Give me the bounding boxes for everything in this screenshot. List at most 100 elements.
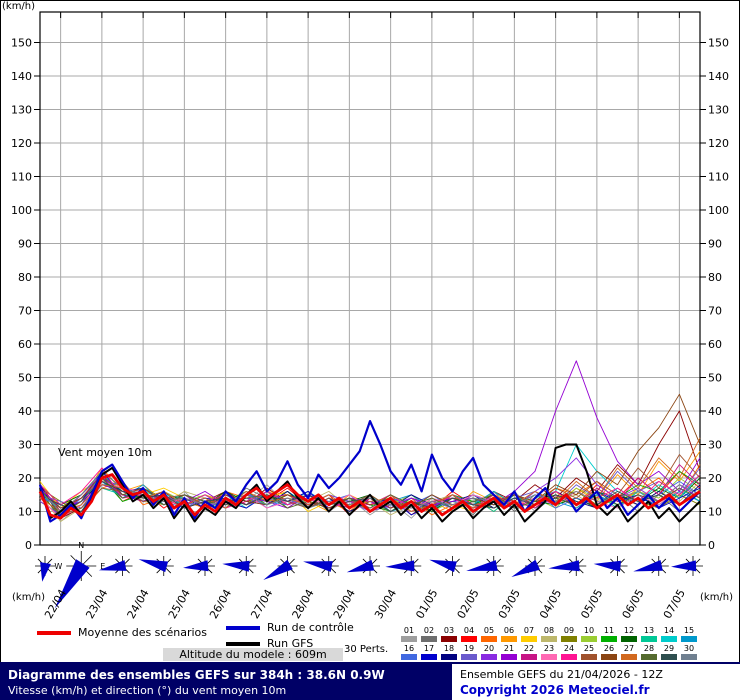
wind-arrow-icon [138,559,169,573]
member-color-swatch [421,636,437,642]
wind-symbol [385,556,422,576]
mean-line-swatch [37,631,71,635]
y-tick-label-left: 70 [18,305,32,318]
x-axis-date-label: 30/04 [372,587,399,621]
member-number-label: 26 [603,644,615,653]
y-tick-label-left: 20 [18,472,32,485]
member-number-label: 27 [623,644,635,653]
y-tick-label-right: 50 [708,372,722,385]
wind-symbol [263,556,298,580]
wind-arrow-icon [183,560,209,572]
y-tick-label-right: 60 [708,338,722,351]
member-color-swatch [481,636,497,642]
y-tick-label-left: 100 [11,204,32,217]
member-number-label: 20 [483,644,495,653]
member-number-label: 16 [403,644,415,653]
wind-symbol [548,556,587,576]
member-number-label: 22 [523,644,535,653]
copyright-link[interactable]: Copyright 2026 Meteociel.fr [460,683,650,697]
wind-symbol [98,556,133,576]
y-tick-label-right: 30 [708,439,722,452]
member-color-swatch [641,636,657,642]
member-color-swatch [441,654,457,660]
member-number-label: 09 [563,626,575,635]
member-color-swatch [461,654,477,660]
wind-symbol [183,556,215,576]
wind-arrow-icon [303,561,333,572]
legend-control-label: Run de contrôle [267,621,354,634]
member-number-label: 13 [643,626,655,635]
x-axis-date-label: 05/05 [578,587,605,621]
y-tick-label-right: 0 [708,539,715,552]
member-number-label: 02 [423,626,435,635]
y-tick-label-left: 80 [18,271,32,284]
member-number-label: 12 [623,626,635,635]
y-axis: 0 0 10 10 20 20 30 30 40 40 50 50 60 60 70 70 80 80 90 90 10… [11,12,729,552]
member-legend-item: 12 [619,626,639,644]
footer: Diagramme des ensembles GEFS sur 384h : … [0,662,740,700]
legend-control: Run de contrôle [226,621,354,634]
wind-arrow-icon [633,560,663,572]
control-line-swatch [226,626,260,630]
member-legend-item: 28 [639,644,659,662]
mean-line [38,473,701,520]
member-color-swatch [401,636,417,642]
member-legend-item: 16 [399,644,419,662]
gfs-line-swatch [226,642,260,646]
wind-arrow-icon [346,559,375,573]
member-color-swatch [561,636,577,642]
footer-info-box: Ensemble GEFS du 21/04/2026 - 12Z Copyri… [450,664,740,700]
member-color-swatch [481,654,497,660]
compass-n-label: N [78,541,84,550]
wind-symbol [222,556,257,576]
member-number-label: 08 [543,626,555,635]
perts-count-label: 30 Perts. [344,644,389,655]
y-tick-label-right: 40 [708,405,722,418]
member-legend-item: 23 [539,644,559,662]
x-axis-date-label: 24/04 [125,587,152,621]
member-color-swatch [581,636,597,642]
member-color-swatch [681,654,697,660]
wind-arrow-icon [466,560,498,571]
member-legend-item: 20 [479,644,499,662]
member-color-swatch [681,636,697,642]
gridlines [40,12,700,545]
member-number-label: 23 [543,644,555,653]
member-legend-item: 14 [659,626,679,644]
member-legend-item: 29 [659,644,679,662]
member-color-swatch [541,636,557,642]
member-color-swatch [501,636,517,642]
y-tick-label-left: 120 [11,137,32,150]
member-color-swatch [501,654,517,660]
y-tick-label-right: 90 [708,238,722,251]
y-tick-label-left: 130 [11,104,32,117]
x-axis-date-label: 07/05 [661,587,688,621]
y-tick-label-left: 60 [18,338,32,351]
wind-symbol [429,556,463,576]
x-axis-date-label: 26/04 [207,587,234,621]
series [38,360,701,523]
member-number-label: 28 [643,644,655,653]
wind-arrow-icon [385,560,415,572]
member-color-swatch [541,654,557,660]
unit-label-bottom-right: (km/h) [700,592,734,603]
member-legend-item: 06 [499,626,519,644]
y-tick-label-right: 100 [708,204,729,217]
x-axis-date-label: 28/04 [290,587,317,621]
member-legend-item: 08 [539,626,559,644]
member-color-swatch [461,636,477,642]
y-tick-label-right: 150 [708,37,729,50]
member-number-label: 07 [523,626,535,635]
member-color-swatch [581,654,597,660]
wind-symbol [346,556,380,576]
wind-arrow-icon [222,560,250,572]
member-legend-item: 27 [619,644,639,662]
y-tick-label-left: 40 [18,405,32,418]
member-color-swatch [401,654,417,660]
member-number-label: 19 [463,644,475,653]
footer-subtitle: Vitesse (km/h) et direction (°) du vent … [8,684,287,697]
x-axis-date-label: 02/05 [455,587,482,621]
ensemble-wind-chart: 0 0 10 10 20 20 30 30 40 40 50 50 60 60 70 70 80 80 90 90 10… [11,11,729,621]
member-color-swatch [601,636,617,642]
